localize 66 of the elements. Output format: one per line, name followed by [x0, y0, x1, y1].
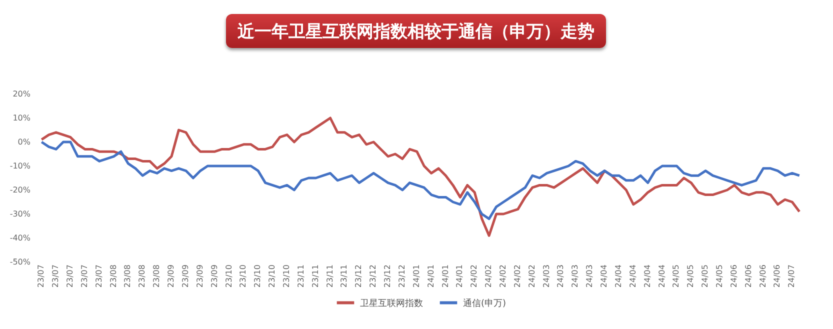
x-tick-label: 24/02	[470, 264, 479, 288]
x-tick-label: 24/04	[657, 264, 666, 288]
x-tick-label: 23/12	[397, 264, 406, 288]
x-tick-label: 24/01	[455, 264, 464, 288]
x-tick-label: 23/09	[180, 264, 190, 288]
x-tick-label: 24/01	[440, 264, 450, 288]
x-tick-label: 24/02	[484, 264, 494, 288]
x-tick-label: 23/10	[224, 264, 234, 288]
x-tick-label: 24/02	[498, 264, 508, 288]
x-tick-label: 24/06	[772, 264, 782, 288]
x-tick-label: 24/03	[542, 264, 551, 288]
x-tick-label: 24/05	[715, 264, 724, 288]
x-tick-label: 23/07	[94, 264, 104, 288]
x-tick-label: 23/07	[80, 264, 89, 288]
x-tick-label: 24/04	[600, 264, 609, 288]
y-tick-label: -10%	[10, 162, 31, 170]
x-tick-label: 23/10	[238, 264, 248, 288]
y-tick-label: 0%	[18, 138, 31, 146]
y-tick-label: -30%	[10, 210, 31, 218]
x-tick-label: 24/04	[642, 264, 652, 288]
x-tick-label: 23/08	[152, 264, 162, 288]
x-tick-label: 23/08	[123, 264, 132, 288]
x-tick-label: 24/05	[672, 264, 681, 288]
x-tick-label: 24/05	[686, 264, 696, 288]
y-tick-label: 10%	[12, 114, 31, 122]
y-tick-label: 20%	[12, 90, 31, 98]
x-tick-label: 23/09	[195, 264, 204, 288]
line-series	[40, 140, 801, 220]
x-tick-label: 24/04	[614, 264, 623, 288]
x-tick-label: 24/06	[744, 264, 753, 288]
legend-label: 通信(申万)	[463, 298, 506, 309]
x-tick-label: 24/01	[426, 264, 436, 288]
x-tick-label: 24/07	[787, 264, 796, 288]
y-tick-label: -40%	[10, 234, 31, 242]
x-tick-label: 24/03	[556, 264, 566, 288]
x-tick-label: 23/12	[354, 264, 364, 288]
x-tick-label: 23/12	[368, 264, 378, 288]
chart-title: 近一年卫星互联网指数相较于通信（申万）走势	[226, 14, 606, 48]
x-tick-label: 24/04	[628, 264, 638, 288]
x-tick-label: 24/06	[758, 264, 768, 288]
y-tick-label: -20%	[10, 186, 31, 194]
x-tick-label: 24/02	[512, 264, 522, 288]
x-tick-label: 23/11	[296, 264, 306, 288]
x-tick-label: 24/03	[585, 264, 594, 288]
y-tick-label: -50%	[10, 258, 31, 266]
legend-label: 卫星互联网指数	[360, 298, 423, 309]
x-tick-label: 23/08	[108, 264, 118, 288]
x-tick-label: 23/08	[138, 264, 147, 288]
x-tick-label: 24/05	[700, 264, 710, 288]
x-tick-label: 23/10	[253, 264, 262, 288]
x-tick-label: 24/02	[527, 264, 536, 288]
x-tick-label: 23/11	[340, 264, 349, 288]
x-tick-label: 23/11	[310, 264, 320, 288]
x-tick-label: 23/10	[268, 264, 277, 288]
x-tick-label: 23/07	[65, 264, 74, 288]
x-tick-label: 23/12	[383, 264, 392, 288]
x-tick-label: 23/11	[325, 264, 334, 288]
x-tick-label: 23/09	[210, 264, 219, 288]
x-tick-label: 24/01	[412, 264, 421, 288]
line-series	[40, 116, 801, 237]
x-tick-label: 23/07	[36, 264, 46, 288]
x-tick-label: 24/06	[729, 264, 738, 288]
x-tick-label: 23/09	[166, 264, 176, 288]
x-tick-label: 23/10	[282, 264, 291, 288]
x-tick-label: 24/03	[570, 264, 580, 288]
x-tick-label: 23/07	[51, 264, 60, 288]
